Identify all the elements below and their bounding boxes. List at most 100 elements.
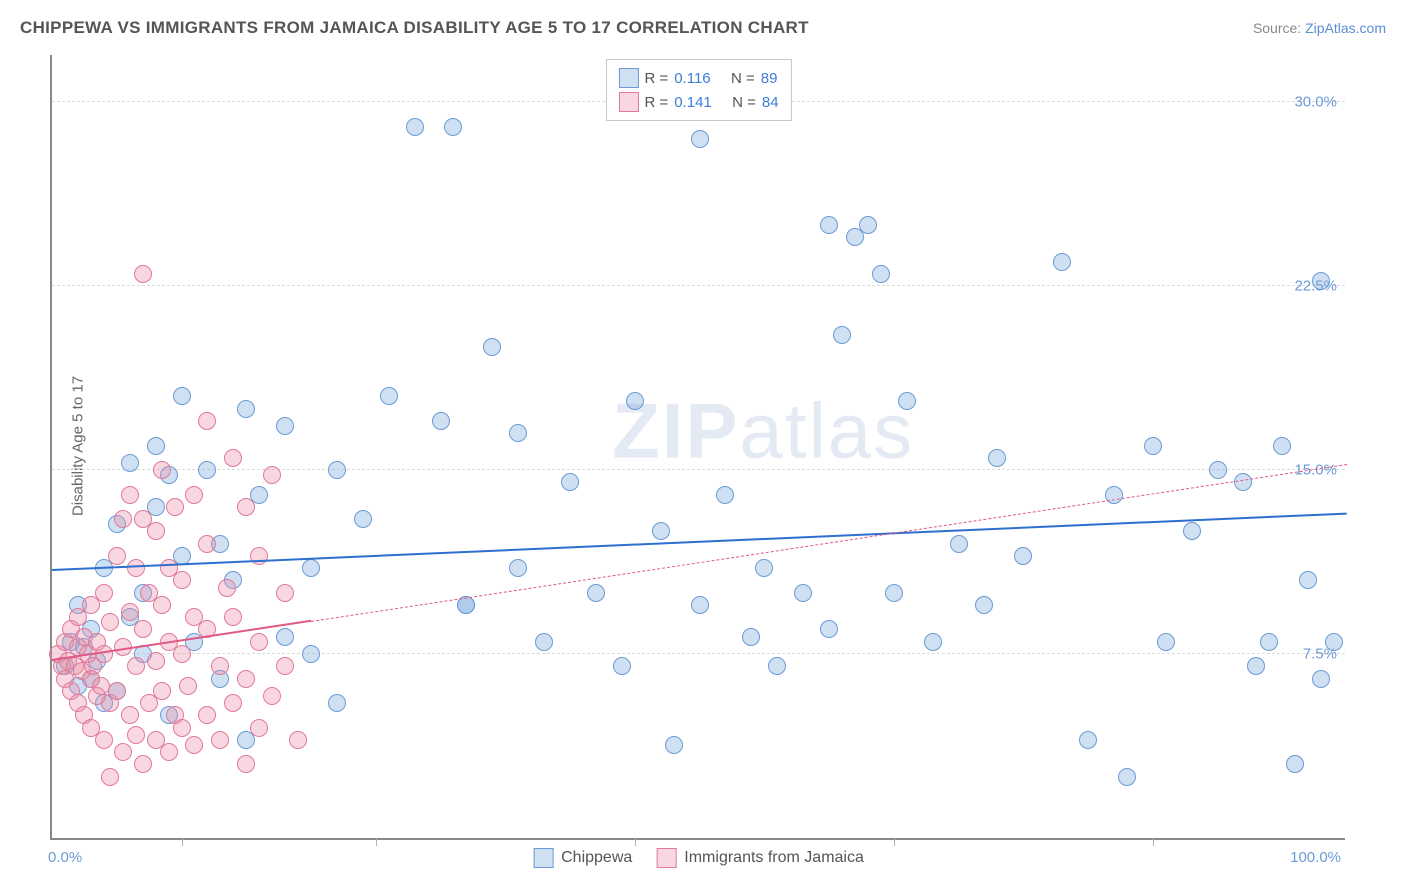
data-point [198, 535, 216, 553]
data-point [1079, 731, 1097, 749]
data-point [121, 454, 139, 472]
data-point [820, 216, 838, 234]
data-point [444, 118, 462, 136]
data-point [211, 657, 229, 675]
data-point [691, 596, 709, 614]
data-point [302, 559, 320, 577]
data-point [587, 584, 605, 602]
data-point [535, 633, 553, 651]
data-point [380, 387, 398, 405]
y-tick-label: 30.0% [1294, 94, 1337, 111]
data-point [302, 645, 320, 663]
x-tick [1153, 838, 1154, 846]
data-point [121, 603, 139, 621]
swatch-icon [618, 68, 638, 88]
stats-legend: R = 0.116 N = 89 R = 0.141 N = 84 [605, 59, 791, 121]
data-point [1247, 657, 1265, 675]
data-point [276, 657, 294, 675]
data-point [224, 608, 242, 626]
data-point [613, 657, 631, 675]
data-point [1053, 253, 1071, 271]
data-point [250, 633, 268, 651]
data-point [160, 743, 178, 761]
data-point [127, 559, 145, 577]
data-point [276, 628, 294, 646]
data-point [1312, 670, 1330, 688]
data-point [198, 412, 216, 430]
n-value-1: 84 [762, 94, 779, 111]
data-point [153, 461, 171, 479]
data-point [198, 706, 216, 724]
series-legend: Chippewa Immigrants from Jamaica [533, 848, 864, 868]
data-point [665, 736, 683, 754]
swatch-icon [533, 848, 553, 868]
legend-label-0: Chippewa [561, 849, 632, 867]
scatter-plot: ZIPatlas R = 0.116 N = 89 R = 0.141 N = … [50, 55, 1345, 840]
data-point [218, 579, 236, 597]
data-point [108, 547, 126, 565]
gridline [52, 653, 1345, 654]
stats-row-series-0: R = 0.116 N = 89 [618, 66, 778, 90]
data-point [237, 498, 255, 516]
data-point [211, 731, 229, 749]
data-point [509, 424, 527, 442]
data-point [173, 571, 191, 589]
data-point [652, 522, 670, 540]
data-point [147, 652, 165, 670]
data-point [975, 596, 993, 614]
data-point [1183, 522, 1201, 540]
data-point [1325, 633, 1343, 651]
data-point [127, 726, 145, 744]
data-point [101, 613, 119, 631]
x-tick [894, 838, 895, 846]
data-point [509, 559, 527, 577]
data-point [237, 670, 255, 688]
data-point [114, 743, 132, 761]
legend-item-0: Chippewa [533, 848, 632, 868]
data-point [147, 437, 165, 455]
data-point [755, 559, 773, 577]
data-point [1312, 272, 1330, 290]
data-point [1299, 571, 1317, 589]
data-point [147, 522, 165, 540]
data-point [153, 596, 171, 614]
trend-line [311, 464, 1347, 622]
data-point [328, 694, 346, 712]
swatch-icon [618, 92, 638, 112]
data-point [561, 473, 579, 491]
data-point [833, 326, 851, 344]
data-point [742, 628, 760, 646]
data-point [1144, 437, 1162, 455]
data-point [1286, 755, 1304, 773]
data-point [95, 731, 113, 749]
data-point [898, 392, 916, 410]
data-point [250, 719, 268, 737]
source-link[interactable]: ZipAtlas.com [1305, 20, 1386, 36]
r-value-0: 0.116 [674, 70, 710, 87]
x-max-label: 100.0% [1290, 849, 1341, 866]
data-point [101, 768, 119, 786]
data-point [328, 461, 346, 479]
data-point [173, 387, 191, 405]
data-point [432, 412, 450, 430]
data-point [121, 486, 139, 504]
data-point [95, 584, 113, 602]
data-point [820, 620, 838, 638]
data-point [185, 486, 203, 504]
data-point [354, 510, 372, 528]
data-point [1014, 547, 1032, 565]
n-value-0: 89 [761, 70, 778, 87]
data-point [872, 265, 890, 283]
data-point [173, 719, 191, 737]
data-point [134, 265, 152, 283]
data-point [691, 130, 709, 148]
data-point [768, 657, 786, 675]
data-point [153, 682, 171, 700]
data-point [237, 755, 255, 773]
x-min-label: 0.0% [48, 849, 82, 866]
data-point [114, 510, 132, 528]
data-point [185, 736, 203, 754]
data-point [121, 706, 139, 724]
data-point [859, 216, 877, 234]
data-point [1260, 633, 1278, 651]
